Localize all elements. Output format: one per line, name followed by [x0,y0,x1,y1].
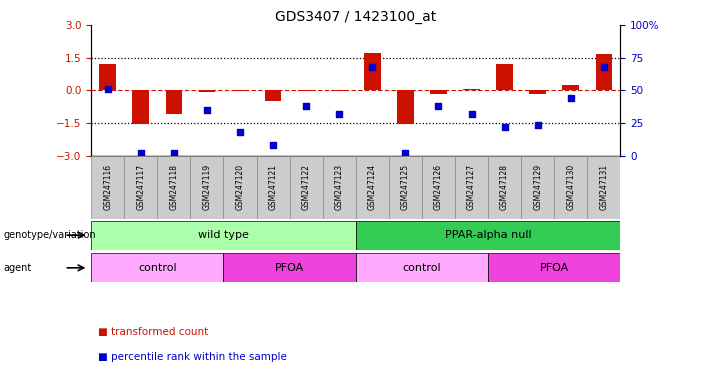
Bar [298,90,315,91]
Bar [364,53,381,90]
Point [334,111,345,117]
Bar [290,156,322,219]
Text: GSM247118: GSM247118 [170,164,178,210]
Bar [224,253,356,282]
Bar [463,89,479,90]
Text: GSM247130: GSM247130 [566,164,576,210]
Text: ■ transformed count: ■ transformed count [98,327,208,337]
Text: GSM247116: GSM247116 [103,164,112,210]
Bar [355,253,488,282]
Bar [224,156,257,219]
Text: wild type: wild type [198,230,249,240]
Bar [554,156,587,219]
Bar [355,156,389,219]
Text: GSM247124: GSM247124 [368,164,377,210]
Text: PFOA: PFOA [540,263,569,273]
Text: genotype/variation: genotype/variation [4,230,96,240]
Bar [191,156,224,219]
Text: GSM247127: GSM247127 [467,164,476,210]
Text: control: control [138,263,177,273]
Bar [488,253,620,282]
Point [565,95,576,101]
Text: GSM247123: GSM247123 [334,164,343,210]
Text: GSM247131: GSM247131 [599,164,608,210]
Text: GSM247125: GSM247125 [401,164,410,210]
Point [532,122,543,129]
Bar [389,156,422,219]
Text: GSM247128: GSM247128 [500,164,509,210]
Text: GSM247129: GSM247129 [533,164,542,210]
Bar [430,90,447,94]
Bar [587,156,620,219]
Text: GSM247117: GSM247117 [136,164,145,210]
Title: GDS3407 / 1423100_at: GDS3407 / 1423100_at [275,10,437,24]
Point [234,129,245,135]
Bar [322,156,355,219]
Bar [91,253,224,282]
Bar [331,90,348,91]
Point [135,150,147,156]
Bar [124,156,157,219]
Bar [562,85,579,90]
Point [268,142,279,148]
Bar [91,221,355,250]
Point [598,64,609,70]
Text: agent: agent [4,263,32,273]
Point [201,107,212,113]
Text: PPAR-alpha null: PPAR-alpha null [444,230,531,240]
Bar [422,156,455,219]
Bar [198,90,215,93]
Bar [257,156,290,219]
Bar [355,221,620,250]
Bar [596,55,612,90]
Bar [265,90,281,101]
Text: PFOA: PFOA [275,263,304,273]
Bar [455,156,488,219]
Bar [91,156,124,219]
Point [367,64,378,70]
Bar [100,64,116,90]
Text: GSM247121: GSM247121 [268,164,278,210]
Point [499,124,510,130]
Point [301,103,312,109]
Bar [165,90,182,114]
Bar [397,90,414,124]
Bar [496,64,513,90]
Bar [488,156,521,219]
Bar [132,90,149,124]
Point [466,111,477,117]
Bar [157,156,191,219]
Bar [529,90,546,94]
Text: ■ percentile rank within the sample: ■ percentile rank within the sample [98,352,287,362]
Text: GSM247119: GSM247119 [203,164,212,210]
Text: GSM247122: GSM247122 [301,164,311,210]
Point [102,86,114,92]
Point [168,150,179,156]
Text: GSM247126: GSM247126 [434,164,443,210]
Point [433,103,444,109]
Bar [232,90,248,91]
Text: GSM247120: GSM247120 [236,164,245,210]
Text: control: control [402,263,441,273]
Bar [521,156,554,219]
Point [400,150,411,156]
